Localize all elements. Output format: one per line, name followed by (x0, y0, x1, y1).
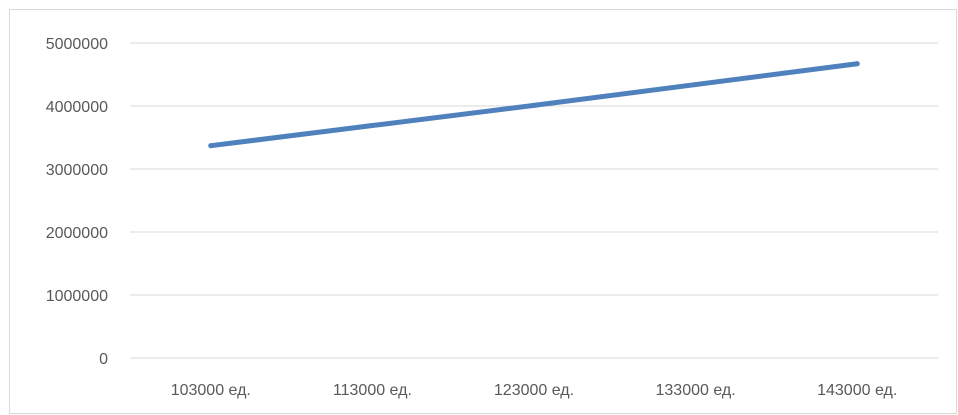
y-tick-label: 5000000 (46, 36, 108, 53)
y-tick-label: 0 (99, 351, 108, 368)
gridlines (130, 42, 938, 359)
x-tick-label: 123000 ед. (494, 382, 574, 399)
x-tick-label: 133000 ед. (656, 382, 736, 399)
y-tick-label: 3000000 (46, 162, 108, 179)
data-point (854, 61, 860, 67)
x-tick-label: 113000 ед. (333, 382, 412, 399)
y-tick-label: 2000000 (46, 225, 108, 242)
data-point (208, 143, 214, 149)
x-axis-tick-labels: 103000 ед. 113000 ед. 123000 ед. 133000 ед.… (171, 382, 898, 399)
x-tick-label: 143000 ед. (817, 382, 897, 399)
data-point (531, 102, 537, 108)
y-axis-tick-labels: 0 1000000 2000000 3000000 4000000 5000000 (46, 36, 108, 368)
chart-area (9, 9, 957, 414)
data-point (693, 82, 699, 88)
y-tick-label: 1000000 (46, 288, 108, 305)
y-tick-label: 4000000 (46, 99, 108, 116)
series-layer (208, 61, 860, 149)
x-tick-label: 103000 ед. (171, 382, 251, 399)
data-point (369, 123, 375, 129)
